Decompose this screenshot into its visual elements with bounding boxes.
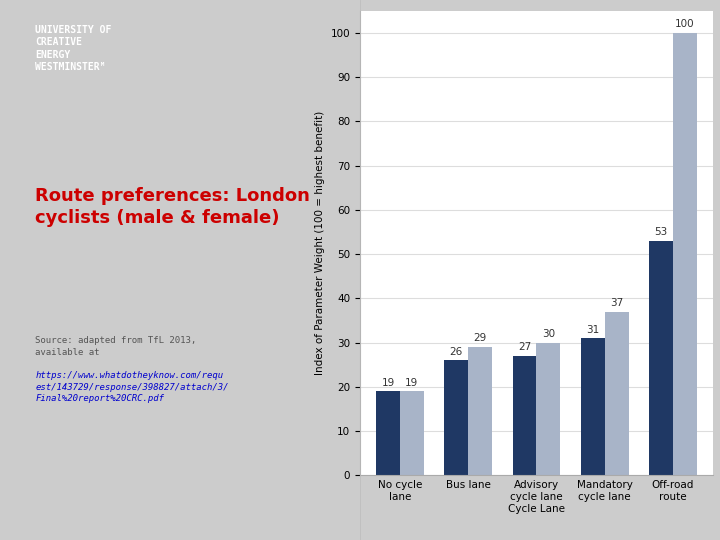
Bar [376,391,400,475]
Text: 26: 26 [449,347,463,356]
Bar [444,360,468,475]
Text: 31: 31 [586,325,599,335]
Text: 53: 53 [654,227,667,237]
Y-axis label: Index of Parameter Weight (100 = highest benefit): Index of Parameter Weight (100 = highest… [315,111,325,375]
Text: Route preferences: London
cyclists (male & female): Route preferences: London cyclists (male… [35,187,310,227]
Text: 27: 27 [518,342,531,352]
Bar [673,33,697,475]
Text: 19: 19 [405,377,418,388]
Bar [513,356,536,475]
Text: 29: 29 [474,333,487,343]
Bar [605,312,629,475]
Text: 37: 37 [610,298,624,308]
X-axis label: Cycle Lane: Cycle Lane [508,504,565,515]
Text: Source: adapted from TfL 2013,
available at: Source: adapted from TfL 2013, available… [35,336,197,357]
Bar [400,391,424,475]
Text: 100: 100 [675,19,695,29]
Text: UNIVERSITY OF
CREATIVE
ENERGY
WESTMINSTERᴹ: UNIVERSITY OF CREATIVE ENERGY WESTMINSTE… [35,25,112,72]
Text: 19: 19 [382,377,395,388]
Bar [468,347,492,475]
Text: https://www.whatdotheyknow.com/requ
est/143729/response/398827/attach/3/
Final%2: https://www.whatdotheyknow.com/requ est/… [35,370,229,403]
Bar [649,241,673,475]
Bar [536,342,560,475]
Text: 30: 30 [541,329,555,339]
Bar [581,338,605,475]
